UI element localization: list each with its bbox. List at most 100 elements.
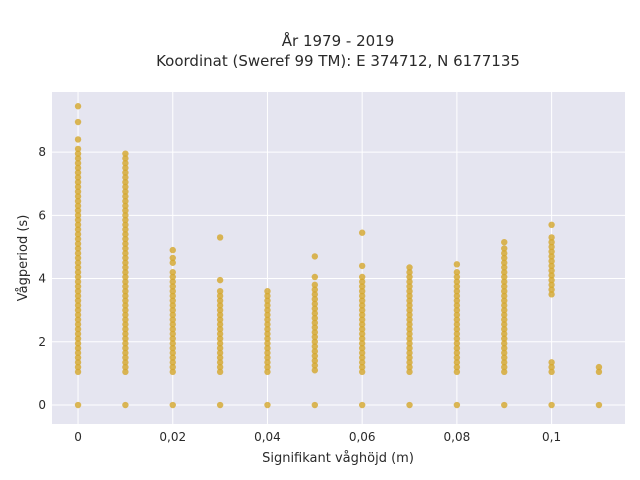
data-point: [406, 292, 413, 300]
data-point: [311, 253, 319, 260]
data-point: [548, 368, 555, 376]
data-point: [169, 321, 176, 328]
y-tick-label: 6: [38, 208, 46, 222]
data-point: [311, 273, 319, 281]
data-point: [501, 302, 508, 309]
x-tick-labels: 0 0,02 0,04 0,06 0,08 0,1: [74, 430, 561, 444]
data-point: [358, 262, 366, 270]
data-point: [311, 338, 319, 345]
x-axis-label: Signifikant våghöjd (m): [262, 451, 414, 466]
data-point: [122, 231, 129, 238]
data-point: [216, 349, 224, 357]
data-point: [169, 363, 176, 371]
data-point: [358, 340, 366, 347]
data-point: [122, 150, 129, 157]
data-point: [74, 278, 82, 285]
y-tick-label: 0: [38, 398, 46, 412]
data-point: [74, 302, 82, 309]
data-point: [74, 340, 82, 347]
data-point: [501, 368, 508, 376]
data-point: [74, 231, 82, 238]
data-point: [358, 278, 366, 285]
data-points: [74, 103, 603, 409]
data-point: [216, 311, 224, 319]
data-point: [169, 288, 176, 295]
data-point: [216, 276, 224, 284]
data-point: [406, 335, 413, 342]
data-point: [122, 221, 129, 228]
x-tick-label: 0,06: [349, 430, 376, 444]
data-point: [406, 401, 413, 409]
data-point: [453, 297, 461, 304]
data-point: [453, 261, 461, 268]
data-point: [74, 193, 82, 200]
data-point: [216, 288, 224, 295]
data-point: [453, 344, 461, 352]
y-tick-label: 2: [38, 335, 46, 349]
data-point: [406, 273, 413, 281]
data-point: [406, 321, 413, 328]
data-point: [122, 340, 129, 347]
data-point: [406, 363, 413, 371]
chart-title: År 1979 - 2019: [282, 31, 395, 50]
data-point: [501, 363, 508, 371]
data-point: [406, 316, 413, 323]
data-point: [122, 235, 129, 243]
data-point: [453, 359, 461, 366]
data-point: [358, 302, 366, 309]
data-point: [595, 363, 603, 371]
data-point: [169, 401, 176, 409]
data-point: [311, 291, 319, 298]
data-point: [216, 335, 224, 342]
data-point: [501, 330, 508, 338]
data-point: [122, 302, 129, 309]
data-point: [122, 202, 129, 210]
data-point: [74, 316, 82, 323]
data-point: [122, 174, 129, 181]
y-axis-label: Vågperiod (s): [16, 215, 31, 302]
data-point: [74, 212, 82, 219]
data-point: [548, 276, 555, 284]
data-point: [501, 325, 508, 333]
data-point: [311, 362, 319, 369]
data-point: [169, 359, 176, 366]
data-point: [358, 363, 366, 371]
data-point: [264, 340, 271, 347]
data-point: [169, 254, 176, 262]
data-point: [358, 229, 366, 236]
data-point: [358, 349, 366, 357]
data-point: [216, 316, 224, 323]
data-point: [74, 354, 82, 361]
data-point: [74, 344, 82, 352]
data-point: [595, 401, 603, 409]
data-point: [169, 325, 176, 333]
data-point: [358, 401, 366, 409]
data-point: [74, 368, 82, 376]
data-point: [548, 281, 555, 289]
data-point: [501, 238, 508, 246]
data-point: [311, 324, 319, 331]
data-point: [169, 302, 176, 309]
data-point: [453, 273, 461, 281]
data-point: [264, 401, 271, 409]
data-point: [74, 311, 82, 319]
data-point: [74, 216, 82, 224]
data-point: [122, 226, 129, 233]
data-point: [358, 311, 366, 319]
data-point: [122, 269, 129, 276]
data-point: [74, 288, 82, 295]
data-point: [169, 292, 176, 300]
data-point: [122, 325, 129, 333]
data-point: [406, 283, 413, 290]
data-point: [264, 363, 271, 371]
y-tick-label: 8: [38, 145, 46, 159]
data-point: [548, 262, 555, 270]
data-point: [501, 401, 508, 409]
data-point: [74, 235, 82, 243]
data-point: [311, 333, 319, 341]
data-point: [122, 183, 129, 191]
y-tick-labels: 0 2 4 6 8: [38, 145, 46, 412]
data-point: [264, 292, 271, 300]
data-point: [122, 250, 129, 257]
data-point: [122, 197, 129, 205]
